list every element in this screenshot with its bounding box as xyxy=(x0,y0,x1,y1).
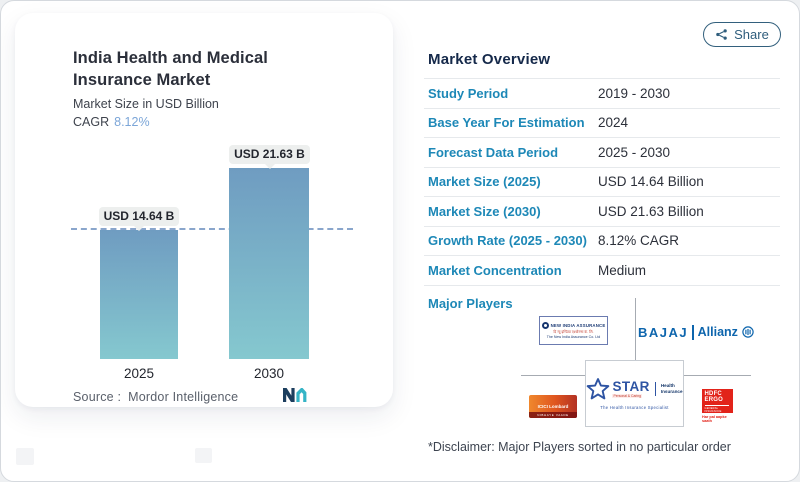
star-tagline: Personal & Caring xyxy=(612,394,642,399)
hdfc-general-insurance: GENERAL INSURANCE xyxy=(704,406,722,413)
row-label: Growth Rate (2025 - 2030) xyxy=(428,233,587,249)
row-value: USD 21.63 Billion xyxy=(598,203,704,219)
row-value: 2019 - 2030 xyxy=(598,85,671,101)
table-row: Growth Rate (2025 - 2030) 8.12% CAGR xyxy=(424,227,780,256)
row-value: 8.12% CAGR xyxy=(598,233,680,249)
cagr-line: CAGR 8.12% xyxy=(73,115,150,129)
connector-line-vertical xyxy=(635,298,636,360)
table-row: Study Period 2019 - 2030 xyxy=(424,79,780,109)
share-button[interactable]: Share xyxy=(703,22,781,47)
hdfc-rule xyxy=(704,405,729,406)
new-india-name: NEW INDIA ASSURANCE xyxy=(550,322,606,328)
star-wordmark-block: STAR Personal & Caring xyxy=(612,380,649,399)
bajaj-allianz-logo: BAJAJ Allianz xyxy=(638,322,754,342)
hdfc-ergo-box: HDFC ERGO GENERAL INSURANCE xyxy=(702,389,733,413)
table-row: Forecast Data Period 2025 - 2030 xyxy=(424,138,780,168)
value-label-2030: USD 21.63 B xyxy=(229,145,310,169)
new-india-logo-row: NEW INDIA ASSURANCE xyxy=(541,321,606,329)
ergo-word: ERGO xyxy=(704,397,723,404)
star-divider xyxy=(654,382,656,396)
market-chart-card: India Health and Medical Insurance Marke… xyxy=(15,13,393,407)
row-label: Base Year For Estimation xyxy=(428,115,585,131)
major-players-label: Major Players xyxy=(428,296,513,311)
reference-dashed-line xyxy=(71,228,353,230)
table-row: Market Concentration Medium xyxy=(424,256,780,286)
row-value: Medium xyxy=(598,262,647,278)
watermark-square xyxy=(16,448,34,465)
axis-label-2030: 2030 xyxy=(253,366,285,381)
star-subtitle: The Health Insurance Specialist xyxy=(600,404,669,410)
bajaj-divider xyxy=(692,324,694,340)
row-value: 2024 xyxy=(598,115,629,131)
table-row: Market Size (2030) USD 21.63 Billion xyxy=(424,197,780,227)
row-value: USD 14.64 Billion xyxy=(598,174,704,190)
disclaimer-text: *Disclaimer: Major Players sorted in no … xyxy=(428,440,731,454)
hdfc-tagline: Har pal aapke saath xyxy=(702,414,727,423)
chart-title: India Health and Medical Insurance Marke… xyxy=(73,49,268,89)
row-label: Study Period xyxy=(428,85,509,101)
row-label: Forecast Data Period xyxy=(428,144,559,160)
connector-line-left xyxy=(521,375,585,376)
watermark-square xyxy=(195,448,212,463)
allianz-emblem-icon xyxy=(742,326,754,338)
star-health-word: Health xyxy=(660,383,675,389)
new-india-emblem-icon xyxy=(541,321,549,329)
star-icon xyxy=(587,377,610,399)
row-label: Market Size (2025) xyxy=(428,174,541,190)
row-label: Market Concentration xyxy=(428,262,562,278)
allianz-wordmark: Allianz xyxy=(697,325,738,339)
value-label-2025: USD 14.64 B xyxy=(99,207,179,231)
star-insurance-word: Insurance xyxy=(660,389,683,394)
chart-subtitle: Market Size in USD Billion xyxy=(73,97,219,111)
source-name: Mordor Intelligence xyxy=(128,390,239,404)
market-overview-heading: Market Overview xyxy=(428,51,551,68)
new-india-assurance-logo: NEW INDIA ASSURANCE दि न्यू इण्डिया एश्य… xyxy=(539,316,608,345)
icici-tagline: NIBHAYE VAADE xyxy=(529,412,577,418)
bar-2030 xyxy=(229,168,309,359)
star-health-insurance-block: Health Insurance xyxy=(661,383,683,395)
hdfc-ergo-logo: HDFC ERGO GENERAL INSURANCE Har pal aapk… xyxy=(702,389,736,423)
bar-2025 xyxy=(100,230,178,359)
table-row: Base Year For Estimation 2024 xyxy=(424,109,780,138)
cagr-value: 8.12% xyxy=(114,115,150,129)
star-health-logo-row: STAR Personal & Caring Health Insurance xyxy=(586,377,683,401)
share-button-label: Share xyxy=(734,27,769,42)
new-india-hindi-line: दि न्यू इण्डिया एश्योरन्स कं. लि. xyxy=(553,329,594,334)
star-wordmark: STAR xyxy=(612,378,650,394)
icici-lombard-logo: ICICI Lombard NIBHAYE VAADE xyxy=(529,395,577,418)
source-line: Source : Mordor Intelligence xyxy=(73,390,238,404)
hdfc-word: HDFC xyxy=(704,391,722,397)
star-health-logo: STAR Personal & Caring Health Insurance … xyxy=(585,360,684,427)
connector-line-right xyxy=(684,375,751,376)
row-value: 2025 - 2030 xyxy=(598,144,671,160)
share-icon xyxy=(716,29,727,40)
new-india-company-line: The New India Assurance Co. Ltd xyxy=(546,335,601,339)
market-overview-table: Study Period 2019 - 2030 Base Year For E… xyxy=(424,78,780,286)
mordor-intelligence-logo-icon xyxy=(283,388,307,402)
row-label: Market Size (2030) xyxy=(428,203,541,219)
bajaj-wordmark: BAJAJ xyxy=(638,324,689,340)
cagr-label: CAGR xyxy=(73,115,110,129)
icici-lombard-wordmark: ICICI Lombard xyxy=(537,404,569,409)
source-label: Source : xyxy=(73,390,122,404)
table-row: Market Size (2025) USD 14.64 Billion xyxy=(424,168,780,197)
axis-label-2025: 2025 xyxy=(123,366,155,381)
